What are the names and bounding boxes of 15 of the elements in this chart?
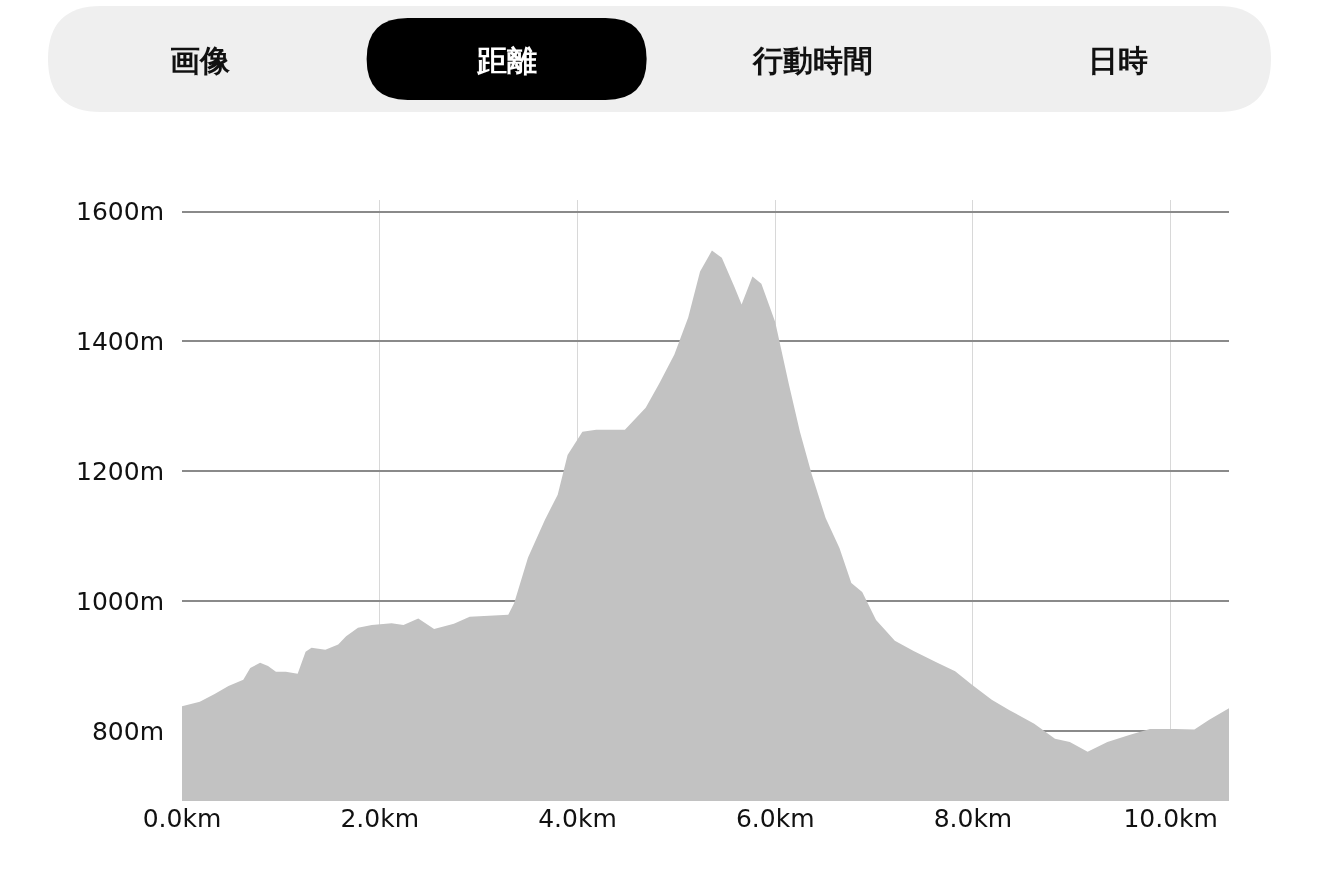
- y-tick-label: 1000m: [76, 586, 164, 616]
- y-tick-label: 800m: [91, 716, 164, 746]
- text: 日時: [1088, 43, 1148, 78]
- x-tick-label: 2.0km: [340, 804, 420, 833]
- x-tick-label: 4.0km: [538, 804, 617, 833]
- x-tick-label: 0.0km: [142, 804, 222, 833]
- text: 距離: [476, 43, 537, 78]
- x-tick-label: 8.0km: [933, 804, 1013, 833]
- x-tick-label: 10.0km: [1123, 804, 1218, 833]
- y-tick-label: 1600m: [76, 197, 164, 227]
- y-tick-label: 1200m: [76, 457, 164, 487]
- text: 行動時間: [752, 43, 873, 78]
- x-tick-label: 6.0km: [735, 804, 815, 833]
- y-tick-label: 1400m: [76, 327, 164, 357]
- text: 画像: [170, 43, 231, 78]
